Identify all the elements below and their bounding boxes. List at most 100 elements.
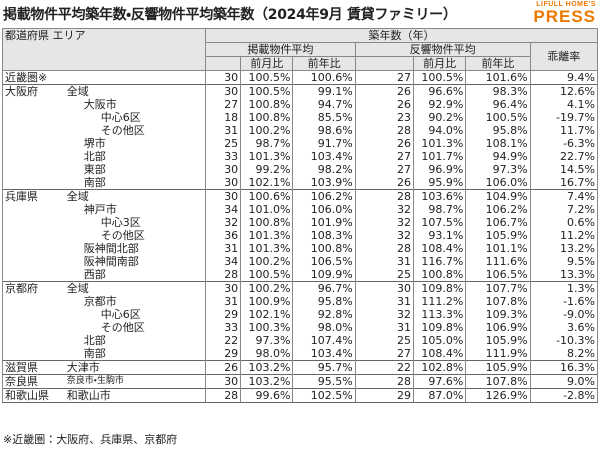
value-cell: 31 [205, 124, 242, 137]
value-cell: -10.3% [529, 334, 599, 347]
data-table: 都道府県 エリア 築年数（年） 掲載物件平均 反響物件平均 乖離率 前月比 前年… [1, 28, 599, 403]
value-cell: 100.5% [240, 268, 294, 282]
value-cell: 100.6% [292, 70, 356, 85]
sub-header: 前年比 [465, 56, 531, 71]
value-cell: 22 [354, 360, 415, 375]
value-cell: 108.3% [292, 229, 356, 242]
pref-cell [1, 176, 59, 190]
value-cell: 99.2% [240, 163, 294, 176]
value-cell: 101.3% [413, 137, 467, 150]
value-cell: 98.0% [240, 347, 294, 361]
value-cell: -9.0% [529, 308, 599, 321]
pref-cell: 京都府 [1, 281, 59, 295]
value-cell: 98.2% [292, 163, 356, 176]
pref-cell [1, 150, 59, 163]
value-cell: 105.9% [465, 334, 531, 347]
area-cell: 中心3区 [58, 216, 207, 229]
value-cell: 104.9% [465, 189, 531, 203]
value-cell: 27 [354, 347, 415, 361]
value-cell: 32 [354, 216, 415, 229]
value-cell: 26 [354, 98, 415, 111]
value-cell: 107.8% [465, 374, 531, 389]
value-cell: 28 [354, 374, 415, 389]
area-cell: 中心6区 [58, 308, 207, 321]
value-cell: 109.3% [465, 308, 531, 321]
value-cell: 109.8% [413, 281, 467, 295]
table-body: 近畿圏※ 30 100.5% 100.6% 27 100.5% 101.6% 9.4% 大阪府全… [1, 70, 599, 403]
value-cell: 113.3% [413, 308, 467, 321]
value-cell: 101.3% [240, 229, 294, 242]
value-cell: 1.3% [529, 281, 599, 295]
value-cell: 31 [354, 321, 415, 334]
pref-cell [1, 124, 59, 137]
pref-cell: 奈良県 [1, 374, 59, 389]
area-cell: 大津市 [58, 360, 207, 375]
value-cell: 96.9% [413, 163, 467, 176]
pref-cell [1, 203, 59, 216]
table-row: 南部 30 102.1% 103.9% 26 95.9% 106.0% 16.7% [1, 176, 599, 190]
value-cell: 30 [205, 281, 242, 295]
area-cell: 奈良市・生駒市 [58, 374, 207, 389]
table-row: 大阪市 27 100.8% 94.7% 26 92.9% 96.4% 4.1% [1, 98, 599, 111]
value-cell: 31 [354, 255, 415, 268]
table-row: 堺市 25 98.7% 91.7% 26 101.3% 108.1% -6.3% [1, 137, 599, 150]
value-cell: 30 [205, 189, 242, 203]
sub-header: 前年比 [292, 56, 356, 71]
value-cell: 100.3% [240, 321, 294, 334]
value-cell: 25 [354, 268, 415, 282]
logo: LIFULL HOME'S PRESS [533, 1, 596, 25]
value-cell: 100.8% [413, 268, 467, 282]
pref-cell: 滋賀県 [1, 360, 59, 375]
value-cell: 26 [354, 137, 415, 150]
area-cell: 北部 [58, 150, 207, 163]
value-cell: 9.5% [529, 255, 599, 268]
value-cell: 95.5% [292, 374, 356, 389]
value-cell: 4.1% [529, 98, 599, 111]
value-cell: 9.4% [529, 70, 599, 85]
value-cell: -19.7% [529, 111, 599, 124]
value-cell: 12.6% [529, 84, 599, 98]
value-cell: 100.9% [240, 295, 294, 308]
area-cell: 中心6区 [58, 111, 207, 124]
value-cell: 100.2% [240, 255, 294, 268]
table-row: 大阪府 全域 30 100.5% 99.1% 26 96.6% 98.3% 12.6% [1, 84, 599, 98]
value-cell: 29 [205, 347, 242, 361]
pref-cell [1, 229, 59, 242]
value-cell: 102.1% [240, 176, 294, 190]
table-row: 京都市 31 100.9% 95.8% 31 111.2% 107.8% -1.6% [1, 295, 599, 308]
value-cell: 30 [205, 84, 242, 98]
value-cell: 95.8% [292, 295, 356, 308]
value-cell: 100.5% [240, 70, 294, 85]
value-cell: 109.8% [413, 321, 467, 334]
table-row: その他区 31 100.2% 98.6% 28 94.0% 95.8% 11.7% [1, 124, 599, 137]
table-row: 滋賀県 大津市 26 103.2% 95.7% 22 102.8% 105.9% 16.3% [1, 360, 599, 375]
table-row: 京都府 全域 30 100.2% 96.7% 30 109.8% 107.7% 1.3% [1, 281, 599, 295]
value-cell: 103.4% [292, 150, 356, 163]
area-cell: 南部 [58, 347, 207, 361]
table-row: 北部 22 97.3% 107.4% 25 105.0% 105.9% -10.3% [1, 334, 599, 347]
value-cell: 27 [354, 163, 415, 176]
logo-top: LIFULL HOME'S [536, 1, 596, 8]
value-cell: 116.7% [413, 255, 467, 268]
value-cell: 11.2% [529, 229, 599, 242]
value-cell: 100.6% [240, 189, 294, 203]
value-cell: 106.5% [465, 268, 531, 282]
table-row: 奈良県 奈良市・生駒市 30 103.2% 95.5% 28 97.6% 107.8% 9.0% [1, 374, 599, 389]
pref-cell [1, 111, 59, 124]
value-cell: 32 [354, 203, 415, 216]
value-cell: 108.4% [413, 242, 467, 255]
pref-cell: 和歌山県 [1, 388, 59, 403]
pref-cell [1, 347, 59, 361]
value-cell: 32 [205, 216, 242, 229]
value-cell: 102.8% [413, 360, 467, 375]
value-cell: 101.6% [465, 70, 531, 85]
value-cell: 13.3% [529, 268, 599, 282]
area-cell [58, 70, 207, 85]
value-cell: 7.4% [529, 189, 599, 203]
area-cell: 堺市 [58, 137, 207, 150]
value-cell: 90.2% [413, 111, 467, 124]
value-cell: 33 [205, 321, 242, 334]
value-cell: 100.8% [240, 98, 294, 111]
value-cell: 33 [205, 150, 242, 163]
value-cell: 23 [354, 111, 415, 124]
